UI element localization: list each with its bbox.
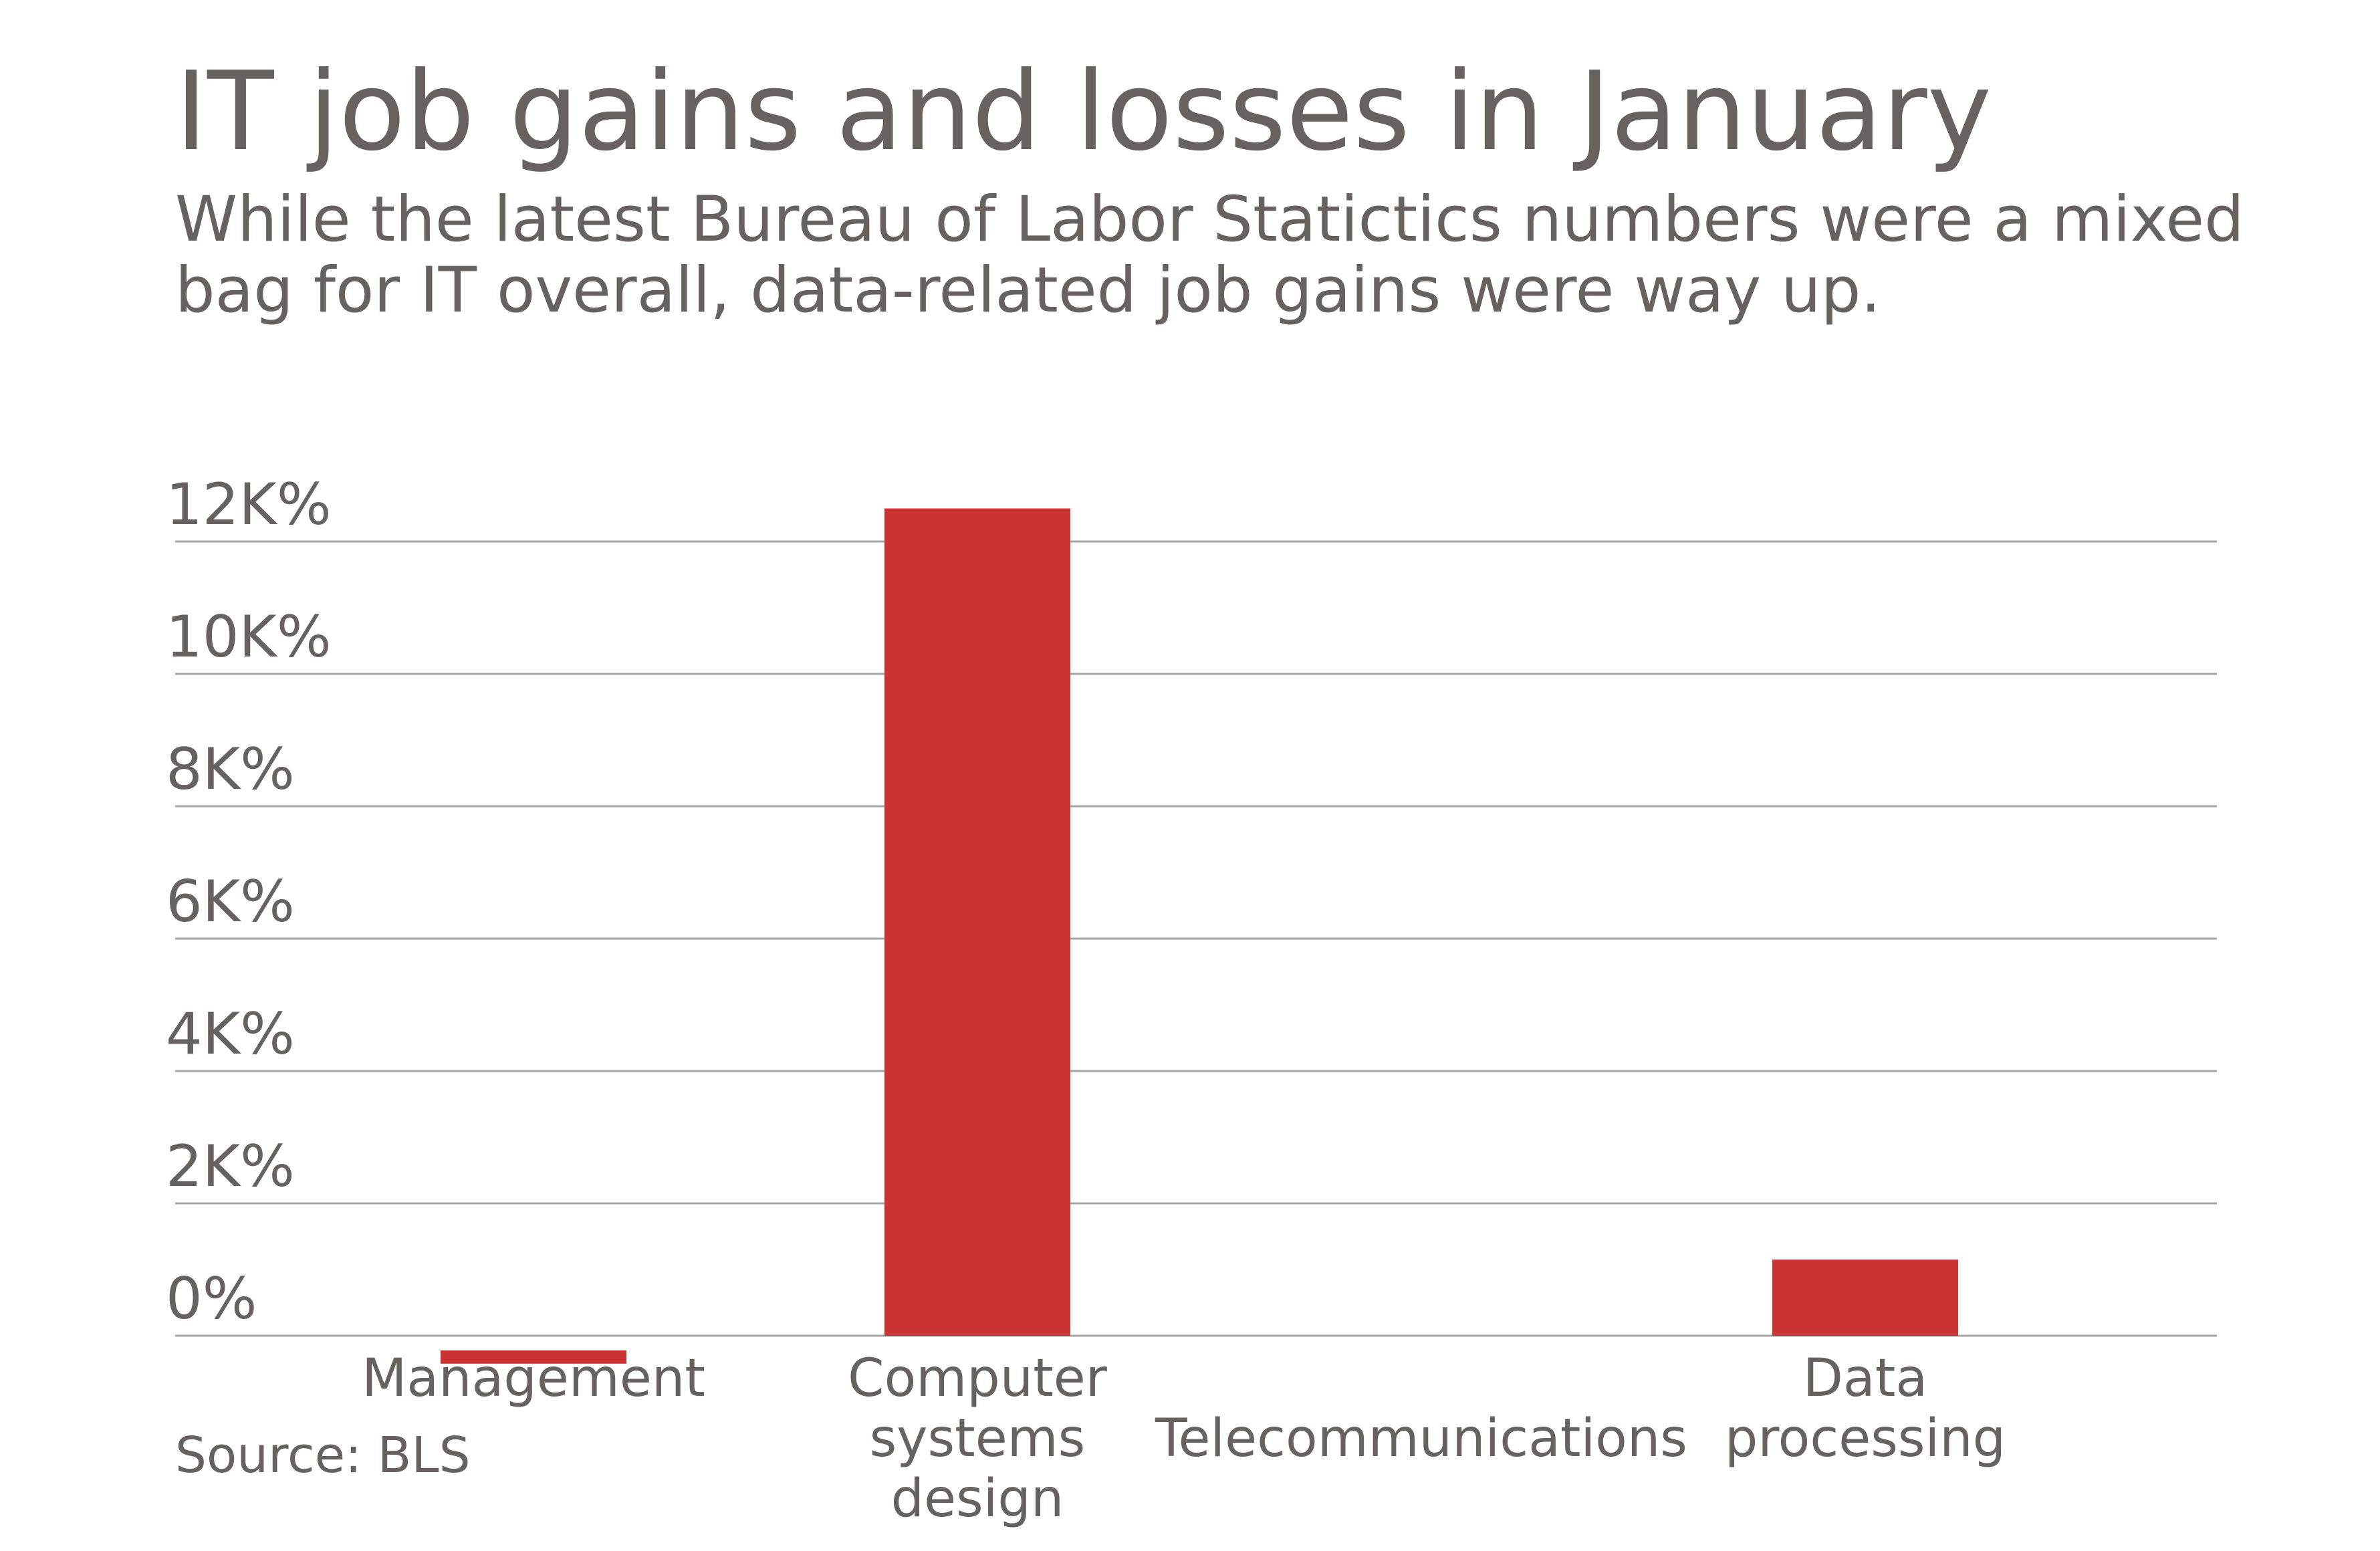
x-category-label-line: Computer (848, 1348, 1108, 1409)
x-category-label-line: Telecommunications (1155, 1409, 1687, 1469)
x-axis-category-labels: Management Computer systems design Telecommu… (362, 1348, 2006, 1529)
bars (441, 508, 1958, 1364)
bar (441, 1350, 626, 1364)
y-tick-label: 2K% (166, 1133, 295, 1200)
x-category-label-line: Data (1803, 1348, 1927, 1409)
x-category-label: Data processing (1725, 1348, 2006, 1469)
x-category-label: Computer systems design (848, 1348, 1108, 1529)
x-category-label-line: design (891, 1469, 1064, 1529)
x-category-label: Management (362, 1348, 705, 1409)
y-tick-label: 10K% (166, 604, 332, 671)
x-category-label-line: Management (362, 1348, 705, 1409)
source-note: Source: BLS (175, 1427, 471, 1484)
x-category-label-line: systems (870, 1409, 1086, 1469)
chart-title: IT job gains and losses in January (175, 49, 1992, 175)
y-axis-tick-labels: 0% 2K% 4K% 6K% 8K% 10K% 12K% (166, 471, 332, 1332)
y-tick-label: 6K% (166, 868, 295, 935)
y-tick-label: 4K% (166, 1001, 295, 1068)
gridlines (175, 540, 2217, 1337)
bar (884, 508, 1070, 1336)
y-tick-label: 12K% (166, 471, 332, 538)
y-tick-label: 8K% (166, 736, 295, 803)
bar (1772, 1260, 1958, 1336)
x-category-label-line: processing (1725, 1409, 2006, 1469)
chart-subtitle: While the latest Bureau of Labor Statict… (175, 183, 2244, 327)
x-category-label: Telecommunications (1155, 1409, 1687, 1469)
y-tick-label: 0% (166, 1266, 257, 1332)
